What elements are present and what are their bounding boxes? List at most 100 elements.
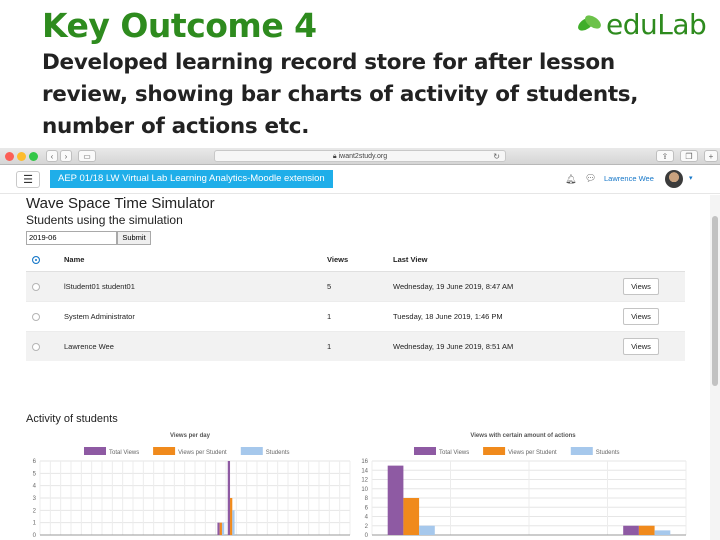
close-window-button[interactable] — [5, 152, 14, 161]
bar-students — [654, 530, 671, 535]
bar-views-per-student — [403, 498, 420, 535]
row-last-view: Wednesday, 19 June 2019, 8:47 AM — [393, 270, 623, 301]
zoom-window-button[interactable] — [29, 152, 38, 161]
y-tick-label: 4 — [33, 484, 37, 490]
col-lastview-header: Last View — [393, 249, 623, 272]
logo-text: eduLab — [606, 7, 707, 41]
moodle-navbar: ☰ AEP 01/18 LW Virtual Lab Learning Anal… — [0, 165, 720, 194]
y-tick-label: 1 — [33, 521, 37, 527]
y-tick-label: 14 — [361, 468, 368, 474]
slide-title: Key Outcome 4 — [42, 6, 317, 45]
browser-window: ‹ › ▭ 🔒︎ iwant2study.org ↻ ⇪ ❐ + ☰ AEP 0… — [0, 148, 720, 540]
table-row: System Administrator 1 Tuesday, 18 June … — [26, 300, 685, 331]
browser-toolbar: ‹ › ▭ 🔒︎ iwant2study.org ↻ ⇪ ❐ + — [0, 148, 720, 165]
bar-views-per-student — [638, 525, 655, 535]
legend-label: Views per Student — [178, 450, 227, 456]
lock-icon: 🔒︎ — [332, 153, 337, 160]
chevron-down-icon[interactable]: ▾ — [689, 175, 693, 182]
row-name: Lawrence Wee — [64, 330, 327, 361]
month-input[interactable]: 2019-06 — [26, 231, 117, 245]
y-tick-label: 16 — [361, 459, 368, 465]
avatar[interactable] — [665, 170, 683, 188]
bar-students — [232, 510, 235, 535]
page-subtitle: Students using the simulation — [26, 213, 183, 227]
page-content: Wave Space Time Simulator Students using… — [0, 195, 710, 540]
user-name[interactable]: Lawrence Wee — [604, 174, 654, 183]
row-views: 1 — [327, 330, 393, 361]
forward-button[interactable]: › — [60, 150, 72, 162]
minimize-window-button[interactable] — [17, 152, 26, 161]
table-row: Lawrence Wee 1 Wednesday, 19 June 2019, … — [26, 330, 685, 361]
legend-swatch — [414, 447, 436, 455]
bar-total-views — [217, 522, 220, 535]
y-tick-label: 6 — [33, 459, 37, 465]
bar-views-per-student — [219, 522, 222, 535]
course-title-button[interactable]: AEP 01/18 LW Virtual Lab Learning Analyt… — [50, 170, 333, 188]
row-name: System Administrator — [64, 300, 327, 331]
legend-swatch — [570, 447, 593, 455]
bar-students — [419, 525, 435, 535]
sidebar-toggle-icon[interactable]: ▭ — [78, 150, 96, 162]
bar-students — [221, 522, 225, 535]
legend-swatch — [84, 447, 106, 455]
submit-button[interactable]: Submit — [117, 231, 151, 245]
legend-label: Students — [596, 450, 620, 456]
row-last-view: Tuesday, 18 June 2019, 1:46 PM — [393, 300, 623, 331]
legend-label: Total Views — [439, 450, 469, 456]
edulab-logo: eduLab — [576, 6, 707, 42]
legend-swatch — [483, 447, 506, 455]
page-title: Wave Space Time Simulator — [26, 195, 215, 212]
y-tick-label: 3 — [33, 496, 37, 502]
reload-icon[interactable]: ↻ — [493, 152, 500, 161]
y-tick-label: 2 — [33, 508, 37, 514]
y-tick-label: 6 — [365, 505, 369, 511]
row-name: lStudent01 student01 — [64, 270, 327, 301]
share-icon[interactable]: ⇪ — [656, 150, 674, 162]
new-tab-icon[interactable]: + — [704, 150, 718, 162]
back-button[interactable]: ‹ — [46, 150, 58, 162]
col-name-header: Name — [64, 249, 327, 272]
y-tick-label: 0 — [365, 533, 369, 539]
row-radio[interactable] — [32, 312, 40, 321]
students-table: Name Views Last View lStudent01 student0… — [26, 249, 685, 361]
bar-views-per-student — [230, 498, 233, 535]
y-tick-label: 0 — [33, 533, 37, 539]
legend-swatch — [153, 447, 176, 455]
url-text: iwant2study.org — [338, 153, 388, 160]
legend-label: Total Views — [109, 450, 139, 456]
tabs-icon[interactable]: ❐ — [680, 150, 698, 162]
bar-total-views — [623, 525, 639, 535]
table-header-row: Name Views Last View — [26, 249, 685, 272]
legend-label: Students — [266, 450, 290, 456]
views-button[interactable]: Views — [623, 277, 659, 295]
views-per-day-chart: Views per day Total Views Views per Studen… — [33, 433, 351, 539]
row-views: 5 — [327, 270, 393, 301]
activity-heading: Activity of students — [26, 413, 118, 425]
col-views-header: Views — [327, 249, 393, 272]
select-all-radio[interactable] — [32, 256, 40, 265]
chat-icon[interactable]: 💬︎ — [585, 173, 597, 183]
row-radio[interactable] — [32, 342, 40, 351]
legend-label: Views per Student — [508, 450, 557, 456]
table-row: lStudent01 student01 5 Wednesday, 19 Jun… — [26, 270, 685, 301]
slide-subtitle: Developed learning record store for afte… — [42, 50, 639, 139]
views-button[interactable]: Views — [623, 307, 659, 325]
y-tick-label: 2 — [365, 524, 369, 530]
y-tick-label: 10 — [361, 487, 368, 493]
row-radio[interactable] — [32, 282, 40, 291]
y-tick-label: 5 — [33, 471, 37, 477]
chart-title: Views with certain amount of actions — [470, 433, 576, 439]
y-tick-label: 12 — [361, 478, 368, 484]
y-tick-label: 4 — [365, 515, 369, 521]
bar-total-views — [387, 465, 404, 535]
address-bar[interactable]: 🔒︎ iwant2study.org ↻ — [214, 150, 506, 162]
chart-title: Views per day — [170, 433, 211, 439]
hamburger-icon[interactable]: ☰ — [16, 171, 40, 188]
bell-icon[interactable]: 🔔︎ — [565, 174, 577, 184]
views-button[interactable]: Views — [623, 337, 659, 355]
y-tick-label: 8 — [365, 496, 369, 502]
leaf-icon — [578, 15, 601, 31]
views-by-actions-chart: Views with certain amount of actions Tota… — [361, 433, 687, 539]
row-views: 1 — [327, 300, 393, 331]
scrollbar-thumb[interactable] — [712, 216, 718, 386]
